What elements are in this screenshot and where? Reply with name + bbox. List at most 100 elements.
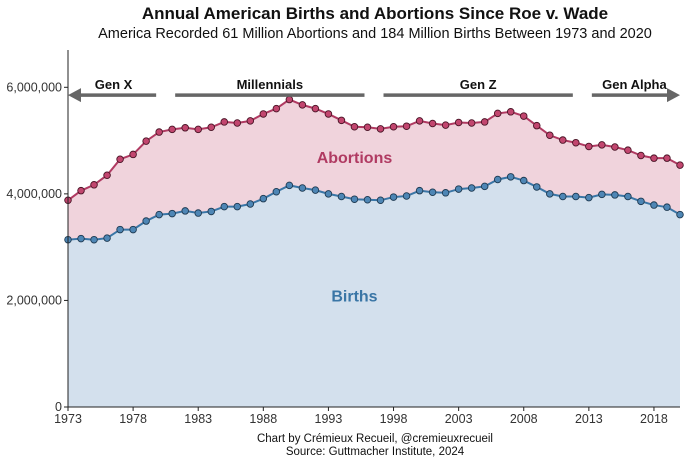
abortions-point — [103, 171, 111, 179]
births-point — [77, 234, 85, 243]
births-point — [272, 187, 281, 196]
births-point — [142, 217, 150, 225]
x-tick-label: 1993 — [315, 412, 343, 426]
abortions-point — [493, 109, 502, 118]
births-point — [454, 185, 463, 193]
births-point — [220, 202, 229, 211]
x-tick-label: 2008 — [510, 412, 538, 426]
abortions-point — [350, 122, 359, 131]
abortions-area — [68, 99, 680, 240]
y-tick-label: 6,000,000 — [6, 80, 62, 94]
abortions-point — [311, 104, 320, 113]
abortions-point — [194, 125, 202, 134]
abortions-point — [519, 112, 528, 120]
x-tick-label: 2013 — [575, 412, 603, 426]
x-tick-label: 1998 — [380, 412, 408, 426]
y-tick-label: 0 — [55, 400, 62, 414]
abortions-point — [233, 119, 242, 127]
generation-gen-z-label: Gen Z — [460, 77, 497, 92]
births-point — [194, 209, 202, 217]
births-point — [467, 184, 476, 192]
abortions-point — [324, 110, 333, 118]
abortions-point — [129, 150, 137, 159]
births-point — [181, 207, 189, 215]
x-tick-label: 1978 — [119, 412, 147, 426]
abortions-point — [663, 154, 671, 162]
abortions-point — [467, 119, 476, 127]
abortions-point — [506, 108, 515, 116]
plot-area: Births Abortions — [64, 95, 684, 407]
abortions-point — [598, 141, 606, 149]
births-point — [598, 190, 606, 199]
abortions-point — [168, 125, 176, 134]
y-tick-label: 4,000,000 — [6, 187, 62, 201]
abortions-point — [77, 186, 85, 195]
abortions-point — [298, 101, 307, 109]
births-point — [129, 225, 137, 234]
abortions-point — [480, 118, 489, 126]
births-point — [103, 234, 111, 242]
births-point — [650, 201, 658, 209]
x-tick-label: 1983 — [184, 412, 212, 426]
x-tick-label: 2018 — [640, 412, 668, 426]
births-point — [402, 192, 411, 200]
chart-title: Annual American Births and Abortions Sin… — [142, 4, 608, 23]
abortions-point — [142, 137, 150, 145]
abortions-point — [585, 142, 593, 151]
abortions-point — [533, 121, 541, 130]
births-point — [168, 209, 176, 218]
x-tick-label: 1988 — [249, 412, 277, 426]
abortions-point — [337, 116, 346, 125]
births-point — [519, 176, 528, 185]
abortions-point — [376, 125, 385, 133]
births-point — [337, 192, 346, 201]
abortions-point — [428, 119, 437, 128]
abortions-point — [415, 117, 424, 125]
births-point — [389, 193, 398, 201]
generation-gen-x-arrowhead — [68, 88, 81, 103]
caption-line-2: Source: Guttmacher Institute, 2024 — [286, 446, 465, 458]
births-point — [585, 193, 593, 202]
abortions-point — [441, 121, 450, 129]
abortions-point — [272, 104, 281, 113]
births-point — [116, 225, 124, 234]
area-label-abortions: Abortions — [317, 150, 393, 167]
y-tick-label: 2,000,000 — [6, 293, 62, 307]
generation-annotations: Gen X Millennials Gen Z Gen Alpha — [68, 77, 680, 103]
births-point — [155, 210, 163, 219]
abortions-point — [207, 123, 215, 132]
births-point — [311, 186, 320, 194]
births-point — [298, 184, 307, 192]
births-point — [637, 197, 645, 206]
births-point — [611, 191, 619, 199]
abortions-point — [246, 117, 255, 125]
generation-millennials-label: Millennials — [237, 77, 303, 92]
abortions-point — [116, 155, 124, 163]
abortions-point — [259, 110, 268, 118]
births-point — [363, 195, 372, 204]
births-point — [350, 195, 359, 203]
births-point — [376, 196, 385, 205]
births-point — [441, 189, 450, 197]
births-point — [233, 202, 242, 211]
abortions-point — [559, 136, 567, 144]
births-point — [90, 235, 98, 244]
abortions-point — [454, 118, 463, 127]
abortions-point — [389, 122, 398, 131]
abortions-point — [650, 154, 658, 162]
abortions-point — [637, 151, 645, 160]
abortions-point — [676, 161, 684, 169]
abortions-point — [611, 143, 619, 151]
abortions-point — [363, 123, 372, 132]
births-point — [559, 192, 567, 201]
generation-gen-alpha-label: Gen Alpha — [602, 77, 667, 92]
births-point — [285, 181, 294, 190]
births-point — [207, 207, 215, 216]
births-point — [493, 175, 502, 184]
generation-gen-alpha-arrowhead — [667, 88, 680, 103]
births-point — [428, 188, 437, 197]
abortions-point — [572, 138, 580, 147]
abortions-point — [624, 146, 632, 154]
abortions-point — [546, 131, 554, 140]
abortions-point — [285, 95, 294, 104]
